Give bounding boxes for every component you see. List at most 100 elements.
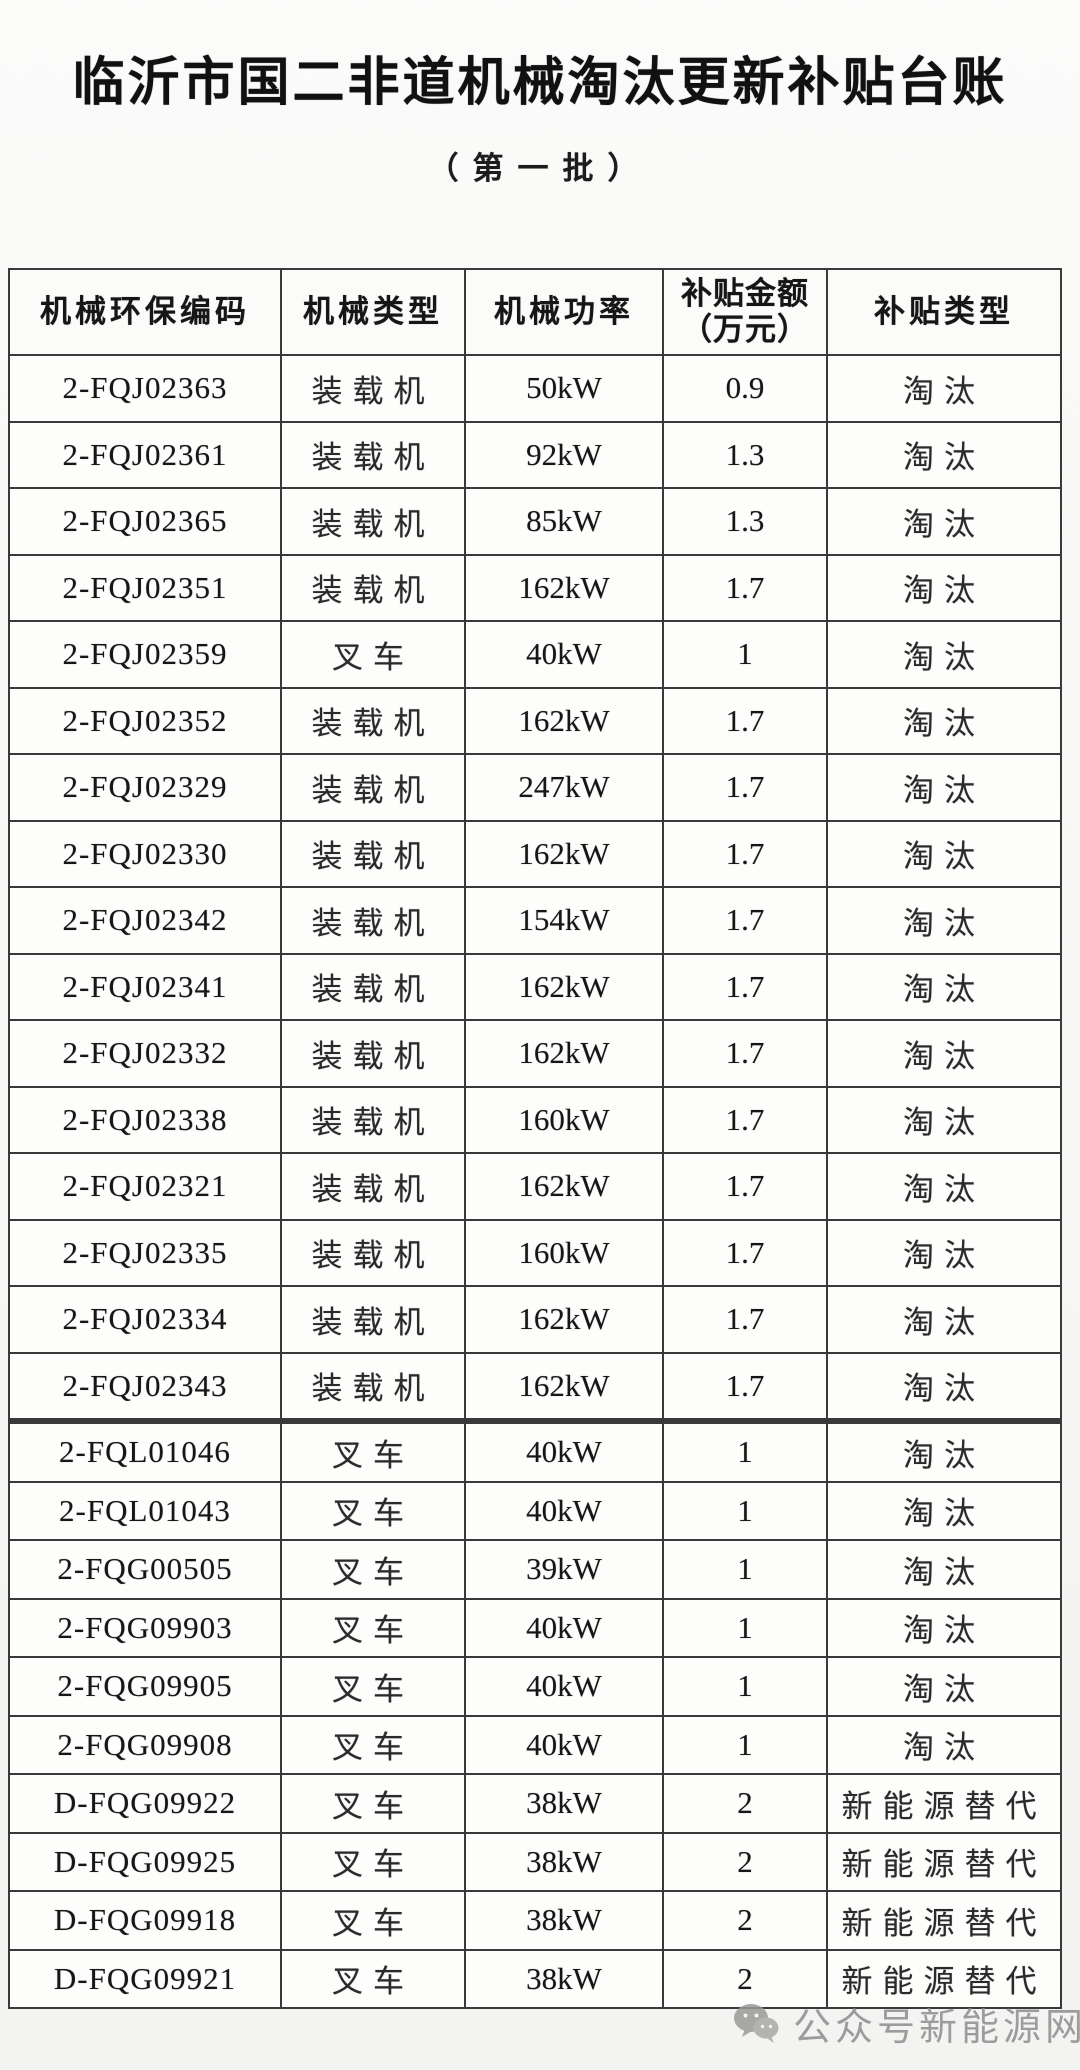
category-cell: 淘汰 <box>826 1714 1062 1775</box>
table-row: 2-FQJ02351 装载机 162kW 1.7 淘汰 <box>8 553 1062 622</box>
category-cell: 淘汰 <box>826 1218 1062 1287</box>
power-cell: 162kW <box>464 952 664 1021</box>
power-cell: 160kW <box>464 1218 664 1287</box>
code-cell: 2-FQJ02352 <box>8 686 282 755</box>
category-cell: 淘汰 <box>826 1019 1062 1088</box>
amount-cell: 1.7 <box>662 952 828 1021</box>
code-cell: 2-FQJ02334 <box>8 1285 282 1354</box>
power-cell: 247kW <box>464 753 664 822</box>
category-cell: 新能源替代 <box>826 1948 1062 2009</box>
power-cell: 92kW <box>464 420 664 489</box>
power-cell: 85kW <box>464 487 664 556</box>
amount-cell: 1.7 <box>662 819 828 888</box>
column-header-type: 机械类型 <box>280 268 466 356</box>
amount-cell: 1.7 <box>662 753 828 822</box>
code-cell: 2-FQJ02365 <box>8 487 282 556</box>
code-cell: 2-FQJ02363 <box>8 354 282 423</box>
code-cell: 2-FQG00505 <box>8 1539 282 1600</box>
amount-cell: 1.7 <box>662 1152 828 1221</box>
power-cell: 40kW <box>464 620 664 689</box>
code-cell: 2-FQJ02359 <box>8 620 282 689</box>
power-cell: 38kW <box>464 1773 664 1834</box>
power-cell: 38kW <box>464 1948 664 2009</box>
power-cell: 38kW <box>464 1890 664 1951</box>
type-cell: 叉车 <box>280 1539 466 1600</box>
table-row: 2-FQJ02338 装载机 160kW 1.7 淘汰 <box>8 1085 1062 1154</box>
amount-cell: 1 <box>662 1714 828 1775</box>
type-cell: 叉车 <box>280 1418 466 1483</box>
table-row: 2-FQJ02330 装载机 162kW 1.7 淘汰 <box>8 819 1062 888</box>
type-cell: 装载机 <box>280 753 466 822</box>
code-cell: D-FQG09922 <box>8 1773 282 1834</box>
table-row: 2-FQJ02352 装载机 162kW 1.7 淘汰 <box>8 686 1062 755</box>
code-cell: 2-FQL01046 <box>8 1418 282 1483</box>
code-cell: 2-FQJ02332 <box>8 1019 282 1088</box>
table-row: 2-FQG00505 叉车 39kW 1 淘汰 <box>8 1539 1062 1600</box>
code-cell: 2-FQL01043 <box>8 1480 282 1541</box>
category-cell: 淘汰 <box>826 1085 1062 1154</box>
column-header-code: 机械环保编码 <box>8 268 282 356</box>
amount-cell: 1.7 <box>662 686 828 755</box>
amount-cell: 1 <box>662 1418 828 1483</box>
power-cell: 154kW <box>464 886 664 955</box>
category-cell: 淘汰 <box>826 1285 1062 1354</box>
amount-cell: 0.9 <box>662 354 828 423</box>
category-cell: 淘汰 <box>826 1656 1062 1717</box>
table-row: 2-FQG09908 叉车 40kW 1 淘汰 <box>8 1714 1062 1775</box>
table-row: 2-FQJ02332 装载机 162kW 1.7 淘汰 <box>8 1019 1062 1088</box>
power-cell: 40kW <box>464 1656 664 1717</box>
category-cell: 淘汰 <box>826 1597 1062 1658</box>
category-cell: 淘汰 <box>826 686 1062 755</box>
page-title: 临沂市国二非道机械淘汰更新补贴台账 <box>72 55 1008 112</box>
amount-cell: 1.7 <box>662 1351 828 1422</box>
type-cell: 装载机 <box>280 1085 466 1154</box>
amount-cell: 1.7 <box>662 886 828 955</box>
category-cell: 淘汰 <box>826 620 1062 689</box>
power-cell: 162kW <box>464 1285 664 1354</box>
column-header-amount: 补贴金额 （万元） <box>662 268 828 356</box>
amount-cell: 1 <box>662 1480 828 1541</box>
type-cell: 叉车 <box>280 1773 466 1834</box>
category-cell: 淘汰 <box>826 1418 1062 1483</box>
power-cell: 40kW <box>464 1480 664 1541</box>
code-cell: D-FQG09921 <box>8 1948 282 2009</box>
amount-cell: 1.3 <box>662 487 828 556</box>
code-cell: 2-FQJ02342 <box>8 886 282 955</box>
code-cell: 2-FQJ02343 <box>8 1351 282 1422</box>
table-row: 2-FQJ02335 装载机 160kW 1.7 淘汰 <box>8 1218 1062 1287</box>
type-cell: 装载机 <box>280 886 466 955</box>
amount-cell: 1.7 <box>662 1085 828 1154</box>
category-cell: 淘汰 <box>826 1152 1062 1221</box>
table-row: 2-FQJ02321 装载机 162kW 1.7 淘汰 <box>8 1152 1062 1221</box>
code-cell: 2-FQG09905 <box>8 1656 282 1717</box>
category-cell: 淘汰 <box>826 753 1062 822</box>
category-cell: 淘汰 <box>826 1351 1062 1422</box>
code-cell: D-FQG09918 <box>8 1890 282 1951</box>
category-cell: 新能源替代 <box>826 1831 1062 1892</box>
category-cell: 淘汰 <box>826 952 1062 1021</box>
type-cell: 装载机 <box>280 553 466 622</box>
power-cell: 40kW <box>464 1714 664 1775</box>
table-row: 2-FQJ02363 装载机 50kW 0.9 淘汰 <box>8 354 1062 423</box>
table-row: 2-FQJ02361 装载机 92kW 1.3 淘汰 <box>8 420 1062 489</box>
table-row: 2-FQJ02359 叉车 40kW 1 淘汰 <box>8 620 1062 689</box>
power-cell: 39kW <box>464 1539 664 1600</box>
power-cell: 162kW <box>464 686 664 755</box>
column-header-category: 补贴类型 <box>826 268 1062 356</box>
power-cell: 162kW <box>464 1019 664 1088</box>
code-cell: 2-FQJ02341 <box>8 952 282 1021</box>
type-cell: 叉车 <box>280 1948 466 2009</box>
table-row: D-FQG09925 叉车 38kW 2 新能源替代 <box>8 1831 1062 1892</box>
power-cell: 162kW <box>464 819 664 888</box>
code-cell: 2-FQJ02338 <box>8 1085 282 1154</box>
amount-cell: 1.7 <box>662 553 828 622</box>
type-cell: 装载机 <box>280 1351 466 1422</box>
type-cell: 叉车 <box>280 1656 466 1717</box>
code-cell: 2-FQG09903 <box>8 1597 282 1658</box>
page-subtitle: （第一批） <box>427 151 653 186</box>
code-cell: 2-FQJ02330 <box>8 819 282 888</box>
ledger-table: 机械环保编码 机械类型 机械功率 补贴金额 （万元） 补贴类型 2-FQJ023… <box>8 268 1062 2009</box>
type-cell: 叉车 <box>280 1831 466 1892</box>
table-row: 2-FQG09905 叉车 40kW 1 淘汰 <box>8 1656 1062 1717</box>
table-row: 2-FQJ02365 装载机 85kW 1.3 淘汰 <box>8 487 1062 556</box>
